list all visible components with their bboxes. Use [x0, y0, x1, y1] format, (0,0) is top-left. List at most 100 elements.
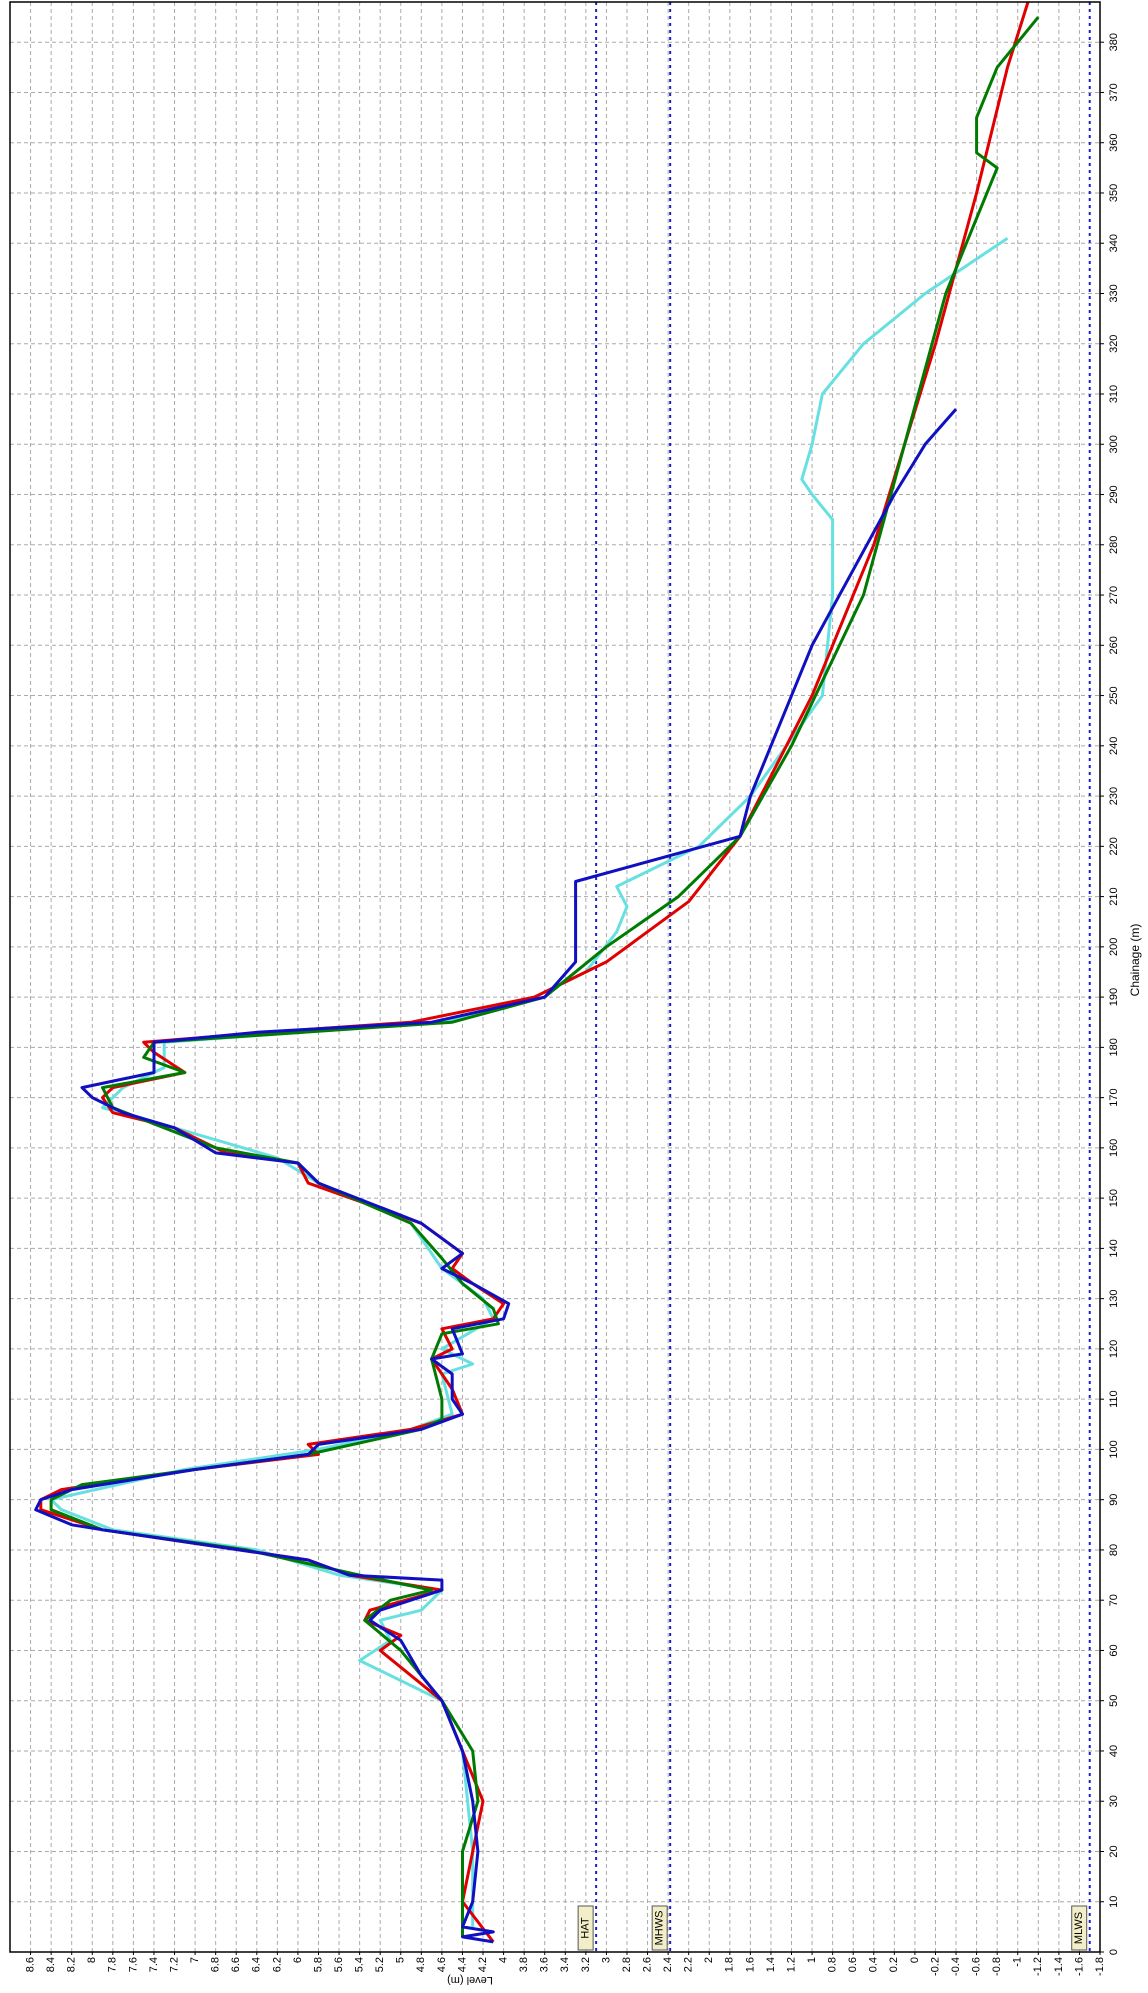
- x-axis-title: Chainage (m): [1128, 924, 1142, 997]
- y-tick-label: -1.2: [1032, 1957, 1044, 1976]
- y-tick-label: 5: [395, 1957, 407, 1963]
- y-tick-label: 4.2: [477, 1957, 489, 1972]
- x-tick-label: 170: [1108, 1088, 1120, 1106]
- reference-label: MHWS: [654, 1911, 666, 1946]
- x-tick-label: 160: [1108, 1139, 1120, 1157]
- x-tick-label: 310: [1108, 385, 1120, 403]
- x-tick-label: 230: [1108, 787, 1120, 805]
- x-tick-label: 180: [1108, 1038, 1120, 1056]
- y-tick-label: -0.2: [929, 1957, 941, 1976]
- y-tick-label: 0.4: [868, 1957, 880, 1972]
- y-tick-label: -1.6: [1073, 1957, 1085, 1976]
- x-tick-label: 340: [1108, 234, 1120, 252]
- y-tick-label: 2.4: [662, 1957, 674, 1972]
- y-axis-title: Level (m): [447, 1974, 493, 1986]
- y-tick-label: -1.4: [1053, 1957, 1065, 1976]
- y-tick-label: -0.6: [971, 1957, 983, 1976]
- y-tick-label: 1.4: [765, 1957, 777, 1972]
- x-tick-label: 110: [1108, 1390, 1120, 1408]
- x-tick-label: 100: [1108, 1440, 1120, 1458]
- y-tick-label: 7.8: [107, 1957, 119, 1972]
- x-tick-label: 210: [1108, 887, 1120, 905]
- x-tick-label: 120: [1108, 1340, 1120, 1358]
- plot-area: [10, 2, 1100, 1952]
- y-tick-label: -1: [1012, 1957, 1024, 1967]
- x-tick-label: 30: [1108, 1795, 1120, 1807]
- x-tick-label: 0: [1108, 1949, 1120, 1955]
- x-tick-label: 260: [1108, 636, 1120, 654]
- y-tick-label: -0.8: [991, 1957, 1003, 1976]
- x-tick-label: 380: [1108, 33, 1120, 51]
- x-tick-label: 270: [1108, 586, 1120, 604]
- x-tick-label: 150: [1108, 1189, 1120, 1207]
- x-tick-label: 280: [1108, 536, 1120, 554]
- reference-label: MLWS: [1073, 1912, 1085, 1944]
- y-tick-label: 6.2: [271, 1957, 283, 1972]
- y-tick-label: 7.6: [127, 1957, 139, 1972]
- x-tick-label: 290: [1108, 485, 1120, 503]
- x-tick-label: 130: [1108, 1289, 1120, 1307]
- y-tick-label: 0: [909, 1957, 921, 1963]
- y-tick-label: 5.8: [312, 1957, 324, 1972]
- y-tick-label: 7: [189, 1957, 201, 1963]
- y-tick-label: 5.6: [333, 1957, 345, 1972]
- y-tick-label: 1.2: [785, 1957, 797, 1972]
- y-tick-label: -0.4: [950, 1957, 962, 1976]
- x-tick-label: 220: [1108, 837, 1120, 855]
- y-tick-label: 2.8: [621, 1957, 633, 1972]
- series-line: [49, 16, 1040, 1937]
- y-tick-label: 3.8: [518, 1957, 530, 1972]
- x-tick-label: 240: [1108, 737, 1120, 755]
- y-tick-label: 8.2: [66, 1957, 78, 1972]
- x-tick-label: 60: [1108, 1644, 1120, 1656]
- y-tick-label: 3: [600, 1957, 612, 1963]
- y-tick-label: 2.2: [683, 1957, 695, 1972]
- x-tick-label: 320: [1108, 335, 1120, 353]
- x-tick-label: 350: [1108, 184, 1120, 202]
- reference-label-box: [577, 1905, 594, 1951]
- y-tick-label: 2.6: [641, 1957, 653, 1972]
- reference-label-box: [1071, 1905, 1088, 1951]
- x-tick-label: 200: [1108, 938, 1120, 956]
- y-tick-label: 6.4: [251, 1957, 263, 1972]
- x-tick-label: 50: [1108, 1695, 1120, 1707]
- y-tick-label: 1: [806, 1957, 818, 1963]
- y-tick-label: 3.2: [580, 1957, 592, 1972]
- x-tick-label: 70: [1108, 1594, 1120, 1606]
- y-tick-label: 5.2: [374, 1957, 386, 1972]
- y-tick-label: 5.4: [354, 1957, 366, 1972]
- y-tick-label: 8.6: [24, 1957, 36, 1972]
- y-tick-label: 8: [86, 1957, 98, 1963]
- y-tick-label: 1.8: [724, 1957, 736, 1972]
- x-tick-label: 10: [1108, 1896, 1120, 1908]
- y-tick-label: 6.8: [210, 1957, 222, 1972]
- x-tick-label: 90: [1108, 1494, 1120, 1506]
- x-tick-label: 40: [1108, 1745, 1120, 1757]
- x-tick-label: 80: [1108, 1544, 1120, 1556]
- x-tick-label: 360: [1108, 134, 1120, 152]
- x-tick-label: 330: [1108, 284, 1120, 302]
- y-tick-label: 0.2: [888, 1957, 900, 1972]
- x-tick-label: 370: [1108, 83, 1120, 101]
- y-tick-label: 6.6: [230, 1957, 242, 1972]
- y-tick-label: 0.8: [827, 1957, 839, 1972]
- y-tick-label: 4: [497, 1957, 509, 1963]
- reference-label-box: [651, 1905, 668, 1951]
- y-tick-label: 3.6: [539, 1957, 551, 1972]
- x-tick-label: 250: [1108, 686, 1120, 704]
- series-line: [34, 408, 958, 1944]
- y-tick-label: 1.6: [744, 1957, 756, 1972]
- y-tick-label: 3.4: [559, 1957, 571, 1972]
- y-tick-label: 0.6: [847, 1957, 859, 1972]
- x-tick-label: 140: [1108, 1239, 1120, 1257]
- y-tick-label: 4.6: [436, 1957, 448, 1972]
- y-tick-label: 6: [292, 1957, 304, 1963]
- reference-label: HAT: [580, 1917, 592, 1938]
- x-tick-label: 190: [1108, 988, 1120, 1006]
- y-tick-label: 7.2: [168, 1957, 180, 1972]
- x-tick-label: 20: [1108, 1845, 1120, 1857]
- y-tick-label: 4.4: [456, 1957, 468, 1972]
- y-tick-label: 2: [703, 1957, 715, 1963]
- plot-border: [9, 1, 1101, 1953]
